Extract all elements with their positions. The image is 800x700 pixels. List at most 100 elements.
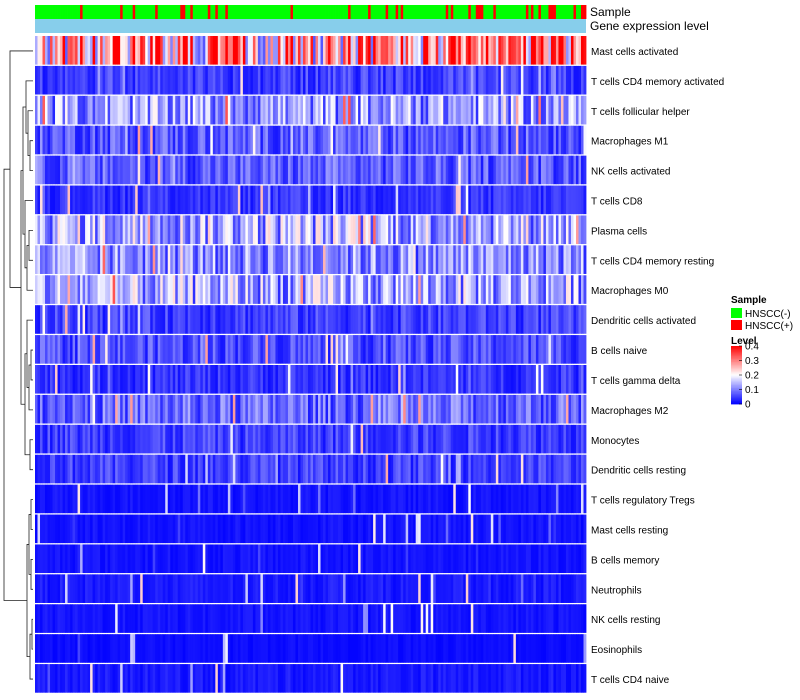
heatmap-cell [473, 65, 477, 95]
heatmap-cell [488, 454, 492, 484]
heatmap-cell [423, 36, 427, 65]
heatmap-cell [435, 365, 439, 394]
heatmap-cell [360, 574, 364, 603]
heatmap-cell [420, 514, 424, 544]
heatmap-cell [112, 424, 116, 454]
heatmap-cell [313, 484, 316, 514]
heatmap-cell [165, 65, 169, 95]
heatmap-cell [177, 484, 181, 514]
heatmap-cell [583, 634, 587, 663]
heatmap-cell [172, 484, 176, 514]
heatmap-cell [573, 544, 577, 574]
heatmap-cell [408, 155, 412, 185]
heatmap-cell [62, 95, 66, 125]
heatmap-cell [267, 424, 271, 454]
heatmap-cell [363, 245, 366, 274]
heatmap-cell [458, 454, 462, 484]
heatmap-cell [282, 155, 286, 185]
heatmap-cell [388, 36, 392, 65]
heatmap-cell [242, 65, 246, 95]
heatmap-cell [540, 365, 544, 394]
heatmap-cell [558, 125, 562, 155]
heatmap-cell [172, 275, 176, 304]
heatmap-cell [518, 125, 522, 155]
heatmap-cell [558, 155, 562, 185]
heatmap-cell [55, 155, 58, 185]
heatmap-cell [463, 394, 467, 424]
heatmap-cell [180, 365, 184, 394]
heatmap-cell [272, 36, 276, 65]
heatmap-cell [125, 664, 129, 693]
heatmap-cell [100, 604, 104, 633]
heatmap-cell [323, 185, 326, 215]
heatmap-cell [555, 36, 559, 65]
heatmap-cell [313, 574, 316, 603]
heatmap-cell [525, 215, 529, 245]
heatmap-cell [87, 484, 91, 514]
heatmap-cell [550, 454, 554, 484]
heatmap-cell [72, 664, 76, 693]
heatmap-cell [463, 484, 467, 514]
heatmap-cell [443, 424, 447, 454]
heatmap-cell [370, 365, 374, 394]
heatmap-cell [112, 95, 116, 125]
heatmap-cell [285, 604, 289, 633]
heatmap-cell [257, 335, 261, 364]
heatmap-cell [65, 65, 68, 95]
heatmap-cell [430, 95, 434, 125]
heatmap-cell [510, 394, 514, 424]
heatmap-cell [470, 305, 474, 334]
heatmap-cell [167, 484, 171, 514]
heatmap-cell [353, 185, 356, 215]
heatmap-cell [77, 215, 81, 245]
heatmap-cell [270, 215, 274, 245]
heatmap-cell [463, 634, 467, 663]
heatmap-cell [82, 185, 86, 215]
heatmap-cell [150, 185, 154, 215]
heatmap-cell [583, 125, 587, 155]
heatmap-cell [217, 604, 221, 633]
heatmap-cell [385, 125, 389, 155]
sample-annotation-cell [368, 5, 371, 19]
heatmap-cell [300, 544, 304, 574]
heatmap-cell [430, 484, 434, 514]
heatmap-cell [90, 424, 93, 454]
heatmap-cell [232, 245, 236, 274]
heatmap-cell [162, 36, 166, 65]
heatmap-cell [373, 365, 377, 394]
heatmap-cell [385, 245, 389, 274]
heatmap-cell [165, 95, 169, 125]
heatmap-cell [328, 215, 331, 245]
heatmap-cell [197, 65, 201, 95]
heatmap-cell [275, 634, 279, 663]
heatmap-cell [292, 664, 296, 693]
heatmap-cell [230, 574, 234, 603]
heatmap-cell [75, 65, 78, 95]
heatmap-cell [368, 604, 371, 633]
heatmap-cell [187, 424, 191, 454]
heatmap-cell [528, 484, 532, 514]
sample-annotation-cell [222, 5, 226, 19]
sample-annotation-cell [170, 5, 174, 19]
heatmap-cell [458, 275, 462, 304]
heatmap-cell [390, 305, 394, 334]
heatmap-cell [245, 125, 249, 155]
heatmap-cell [563, 544, 567, 574]
heatmap-cell [282, 574, 286, 603]
heatmap-cell [360, 365, 364, 394]
heatmap-cell [570, 36, 574, 65]
heatmap-cell [52, 125, 56, 155]
heatmap-cell [297, 394, 301, 424]
heatmap-cell [395, 454, 399, 484]
heatmap-cell [573, 245, 577, 274]
heatmap-cell [478, 65, 482, 95]
heatmap-cell [348, 544, 351, 574]
heatmap-cell [368, 245, 371, 274]
heatmap-cell [308, 424, 311, 454]
heatmap-cell [300, 454, 304, 484]
heatmap-cell [423, 95, 427, 125]
heatmap-cell [513, 634, 517, 663]
heatmap-cell [167, 394, 171, 424]
heatmap-cell [45, 36, 48, 65]
heatmap-cell [277, 275, 281, 304]
